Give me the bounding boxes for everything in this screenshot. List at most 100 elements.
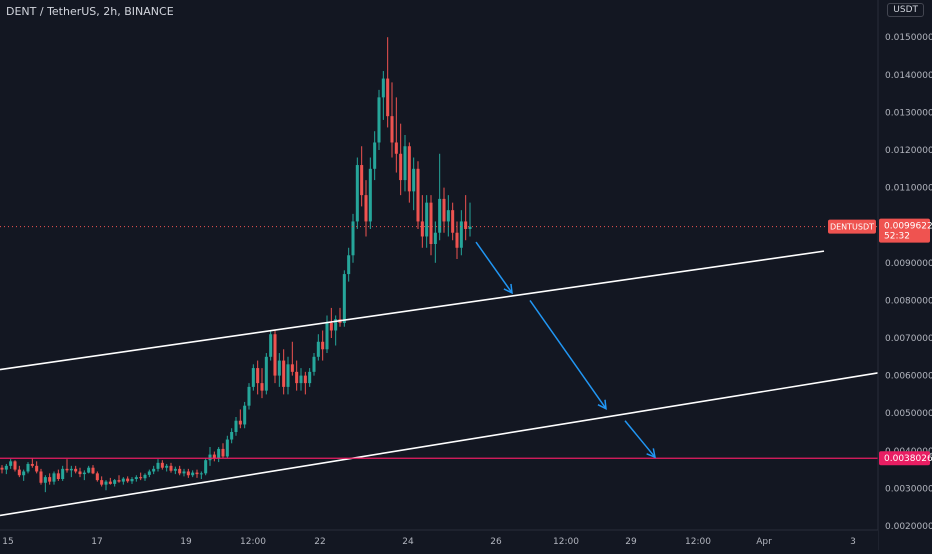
candle-body (264, 356, 268, 391)
candle-body (364, 195, 368, 222)
candle-body (0, 467, 4, 470)
x-tick-label: 17 (91, 537, 102, 547)
candle-body (9, 461, 13, 466)
candle-body (22, 471, 26, 476)
candle-body (126, 478, 130, 482)
candle-body (4, 465, 8, 470)
candle-body (399, 153, 403, 181)
projection-arrowhead (646, 448, 656, 459)
current-price-tag (879, 218, 930, 243)
candle-body (329, 322, 333, 331)
candle-body (282, 360, 286, 387)
projection-arrow (475, 241, 513, 294)
candle-body (459, 221, 463, 248)
candle-body (273, 334, 277, 376)
candle-body (269, 334, 273, 357)
candle-body (221, 448, 225, 457)
x-tick-label: 15 (2, 537, 13, 547)
candle-body (312, 356, 316, 372)
candle-body (48, 477, 52, 482)
y-tick-label: 0.0150000 (885, 33, 932, 43)
candle-body (165, 465, 169, 468)
countdown-timer: 52:32 (884, 232, 910, 242)
x-tick-label: Apr (756, 537, 772, 547)
candle-body (429, 202, 433, 244)
candle-body (355, 165, 359, 222)
candle-body (147, 471, 151, 475)
candle-body (134, 477, 138, 479)
projection-arrow (529, 299, 607, 410)
candle-body (425, 202, 429, 237)
candle-body (347, 255, 351, 275)
y-tick-label: 0.0030000 (885, 484, 932, 494)
candle-body (82, 472, 86, 475)
x-tick-label: 12:00 (240, 537, 266, 547)
support-price-tag (879, 451, 930, 466)
x-tick-label: 24 (402, 537, 414, 547)
candle-body (56, 473, 60, 479)
y-tick-label: 0.0070000 (885, 334, 932, 344)
x-tick-label: 19 (180, 537, 192, 547)
candle-body (290, 364, 294, 372)
candle-body (308, 371, 312, 384)
candle-body (173, 468, 177, 471)
currency-badge[interactable]: USDT (887, 3, 924, 17)
symbol-title: DENT / TetherUS, 2h, BINANCE (6, 5, 174, 18)
candle-body (407, 146, 411, 192)
candle-body (455, 232, 459, 248)
projection-arrowhead (503, 283, 513, 295)
candle-body (334, 319, 338, 331)
candle-body (191, 472, 195, 476)
candle-body (17, 469, 21, 476)
candle-body (117, 480, 121, 482)
candle-body (420, 221, 424, 237)
candle-body (316, 341, 320, 357)
candle-body (104, 481, 108, 485)
candle-body (277, 360, 281, 376)
y-tick-label: 0.0090000 (885, 259, 932, 269)
candle-body (91, 467, 95, 474)
candle-body (208, 454, 212, 461)
y-tick-label: 0.0020000 (885, 522, 932, 532)
candle-body (35, 465, 39, 472)
candle-body (238, 420, 242, 425)
candle-body (234, 420, 238, 432)
candle-body (152, 468, 156, 472)
candle-body (373, 142, 377, 169)
candle-body (381, 78, 385, 98)
candle-body (325, 322, 329, 350)
x-tick-label: 12:00 (685, 537, 711, 547)
candle-body (416, 168, 420, 222)
x-tick-label: 22 (314, 537, 325, 547)
candle-body (139, 477, 143, 479)
y-tick-label: 0.0050000 (885, 409, 932, 419)
y-tick-label: 0.0120000 (885, 146, 932, 156)
candle-body (39, 471, 43, 483)
trendline (0, 250, 825, 371)
candle-body (451, 210, 455, 233)
x-tick-label: 29 (625, 537, 637, 547)
candle-body (143, 474, 147, 479)
candle-body (390, 116, 394, 143)
candle-body (186, 471, 190, 476)
candle-body (412, 168, 416, 192)
candle-body (160, 462, 164, 468)
candle-body (113, 480, 117, 484)
candle-body (225, 439, 229, 457)
y-tick-label: 0.0060000 (885, 372, 932, 382)
candle-body (256, 368, 260, 384)
y-tick-label: 0.0080000 (885, 296, 932, 306)
candle-body (377, 97, 381, 143)
current-price-value: 0.0099622 (884, 222, 932, 232)
candle-body (243, 405, 247, 425)
candle-body (303, 375, 307, 384)
y-tick-label: 0.0140000 (885, 71, 932, 81)
candle-body (69, 468, 73, 471)
candle-body (43, 477, 47, 483)
x-tick-label: 26 (490, 537, 502, 547)
candle-body (360, 165, 364, 196)
candle-body (446, 210, 450, 222)
candle-body (251, 368, 255, 387)
